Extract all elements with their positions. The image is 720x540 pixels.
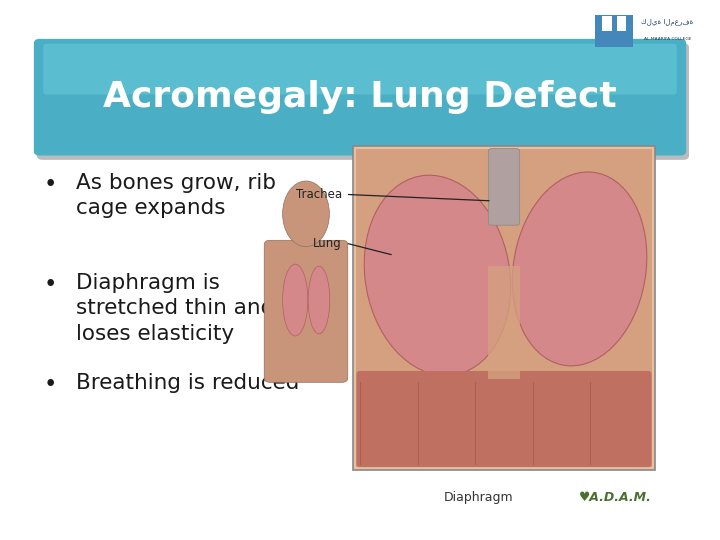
FancyBboxPatch shape — [34, 39, 686, 156]
Text: •: • — [44, 373, 57, 396]
FancyBboxPatch shape — [488, 148, 520, 225]
Text: Trachea: Trachea — [296, 188, 342, 201]
Text: Acromegaly: Lung Defect: Acromegaly: Lung Defect — [103, 80, 617, 114]
Ellipse shape — [308, 266, 330, 334]
Text: Diaphragm is
stretched thin and
loses elasticity: Diaphragm is stretched thin and loses el… — [76, 273, 274, 344]
Text: •: • — [44, 173, 57, 196]
FancyBboxPatch shape — [356, 371, 652, 467]
Ellipse shape — [282, 264, 308, 336]
Text: As bones grow, rib
cage expands: As bones grow, rib cage expands — [76, 173, 276, 218]
FancyBboxPatch shape — [37, 43, 689, 160]
Text: ♥A.D.A.M.: ♥A.D.A.M. — [579, 491, 652, 504]
Ellipse shape — [364, 175, 510, 376]
Text: AL-MAARIFA COLLEGE: AL-MAARIFA COLLEGE — [644, 37, 691, 41]
FancyBboxPatch shape — [602, 16, 612, 31]
Ellipse shape — [513, 172, 647, 366]
FancyBboxPatch shape — [356, 148, 652, 467]
FancyBboxPatch shape — [616, 16, 626, 31]
Text: كلية المعرفة: كلية المعرفة — [642, 19, 694, 26]
Text: Diaphragm: Diaphragm — [444, 491, 513, 504]
FancyBboxPatch shape — [43, 44, 677, 94]
Text: Lung: Lung — [313, 237, 342, 249]
Ellipse shape — [283, 181, 329, 247]
FancyBboxPatch shape — [353, 146, 655, 470]
Text: Breathing is reduced: Breathing is reduced — [76, 373, 299, 393]
Text: •: • — [44, 273, 57, 296]
FancyBboxPatch shape — [264, 240, 348, 382]
FancyBboxPatch shape — [488, 266, 520, 379]
FancyBboxPatch shape — [595, 15, 633, 47]
